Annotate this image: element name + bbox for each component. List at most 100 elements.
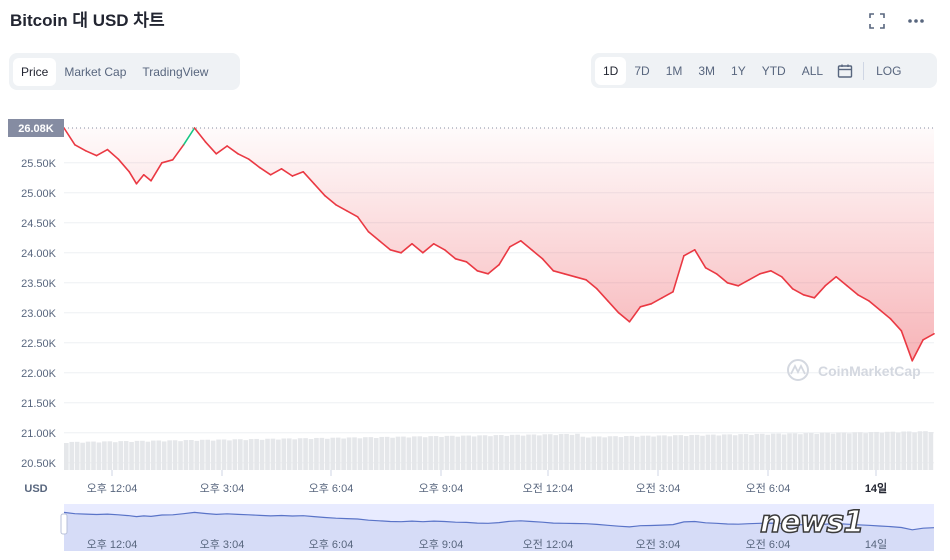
price-line-segment bbox=[791, 288, 805, 296]
volume-bar bbox=[314, 437, 319, 470]
volume-bar bbox=[102, 441, 107, 470]
range-7d[interactable]: 7D bbox=[634, 63, 650, 78]
log-toggle[interactable]: LOG bbox=[876, 63, 902, 78]
price-point bbox=[661, 297, 663, 299]
volume-bar bbox=[787, 433, 792, 470]
price-line-segment bbox=[171, 143, 185, 161]
price-line-segment bbox=[704, 267, 718, 275]
price-line-segment bbox=[585, 279, 598, 290]
price-point bbox=[770, 270, 772, 272]
tab-market-cap[interactable]: Market Cap bbox=[64, 64, 127, 79]
price-point bbox=[824, 285, 826, 287]
price-chart[interactable]: 25.50K 25.00K 24.50K 24.00K 23.50K 23.00K 22.5… bbox=[0, 108, 950, 560]
volume-bar bbox=[112, 442, 118, 470]
volume-bar bbox=[504, 435, 510, 470]
volume-bar bbox=[798, 434, 803, 470]
price-line-segment bbox=[324, 195, 337, 206]
price-line-segment bbox=[454, 258, 468, 263]
range-1m[interactable]: 1M bbox=[665, 63, 683, 78]
volume-bar bbox=[216, 439, 221, 470]
volume-bar bbox=[270, 438, 276, 470]
volume-bar bbox=[352, 437, 357, 470]
range-3m[interactable]: 3M bbox=[698, 63, 716, 78]
volume-bar bbox=[586, 437, 591, 470]
price-line-segment bbox=[552, 270, 566, 275]
volume-bar bbox=[96, 442, 102, 470]
volume-bar bbox=[602, 437, 607, 470]
price-line-segment bbox=[661, 291, 674, 299]
volume-bar bbox=[161, 441, 167, 470]
price-point bbox=[596, 288, 598, 290]
volume-bar bbox=[656, 435, 662, 470]
navigator-area bbox=[64, 512, 934, 551]
volume-bar bbox=[91, 441, 96, 470]
range-1y[interactable]: 1Y bbox=[731, 63, 746, 78]
range-ytd[interactable]: YTD bbox=[761, 63, 786, 78]
volume-bar bbox=[460, 435, 466, 470]
price-point bbox=[135, 183, 138, 185]
volume-bar bbox=[607, 436, 613, 470]
price-point bbox=[531, 249, 533, 251]
volume-bar bbox=[428, 436, 433, 470]
volume-bar bbox=[335, 437, 341, 470]
y-tick-label: 21.50K bbox=[21, 398, 57, 410]
price-point bbox=[911, 360, 913, 362]
price-line-segment bbox=[487, 264, 500, 275]
volume-bar bbox=[662, 435, 667, 470]
navigator-tick-label: 오전 3:04 bbox=[636, 538, 681, 551]
price-point bbox=[715, 273, 718, 275]
price-line-segment bbox=[215, 145, 228, 155]
volume-bar bbox=[292, 439, 298, 470]
price-line-segment bbox=[596, 288, 609, 302]
volume-bar bbox=[363, 437, 368, 470]
volume-bar bbox=[433, 436, 439, 470]
coinmarketcap-logo-mark bbox=[790, 363, 806, 375]
price-line-segment bbox=[182, 127, 196, 146]
volume-bar bbox=[281, 438, 287, 470]
volume-bar bbox=[596, 436, 602, 470]
price-point bbox=[433, 243, 435, 245]
expand-icon[interactable] bbox=[866, 12, 888, 32]
price-line-segment bbox=[759, 270, 772, 275]
volume-bar bbox=[564, 433, 569, 470]
price-line-segment bbox=[142, 174, 152, 182]
price-line-segment bbox=[63, 127, 76, 146]
price-line-segment bbox=[639, 303, 653, 308]
price-point bbox=[106, 149, 109, 151]
volume-bar bbox=[803, 433, 809, 470]
volume-bar bbox=[634, 436, 640, 470]
volume-bar bbox=[303, 438, 308, 470]
more-icon[interactable] bbox=[905, 12, 927, 32]
y-tick-label: 22.00K bbox=[21, 368, 57, 380]
volume-bar bbox=[493, 435, 499, 470]
price-line-segment bbox=[335, 204, 348, 212]
range-1d[interactable]: 1D bbox=[595, 56, 627, 85]
volume-bar bbox=[330, 437, 336, 470]
volume-bar bbox=[618, 437, 624, 470]
range-all[interactable]: ALL bbox=[801, 63, 824, 78]
volume-bar bbox=[879, 432, 885, 470]
price-point bbox=[226, 145, 228, 147]
tab-tradingview[interactable]: TradingView bbox=[142, 64, 209, 79]
volume-bar bbox=[667, 436, 673, 470]
current-value-box bbox=[8, 119, 64, 137]
volume-bar bbox=[683, 436, 689, 470]
price-line-segment bbox=[574, 276, 587, 281]
price-point bbox=[411, 243, 413, 245]
tab-price[interactable]: Price bbox=[13, 57, 57, 86]
volume-bar bbox=[711, 434, 716, 470]
calendar-button[interactable] bbox=[831, 57, 859, 85]
volume-bar bbox=[259, 439, 265, 470]
volume-bar bbox=[700, 435, 705, 470]
x-tick-label: 오전 3:04 bbox=[636, 482, 681, 495]
price-line-segment bbox=[835, 276, 848, 287]
volume-bar bbox=[417, 436, 423, 470]
price-line-segment bbox=[693, 249, 707, 269]
coinmarketcap-logo bbox=[787, 359, 809, 381]
price-line-segment bbox=[128, 170, 138, 185]
volume-bar bbox=[265, 438, 270, 470]
price-point bbox=[367, 231, 370, 233]
price-point bbox=[781, 276, 783, 278]
price-point bbox=[802, 294, 805, 296]
price-point bbox=[302, 171, 304, 173]
